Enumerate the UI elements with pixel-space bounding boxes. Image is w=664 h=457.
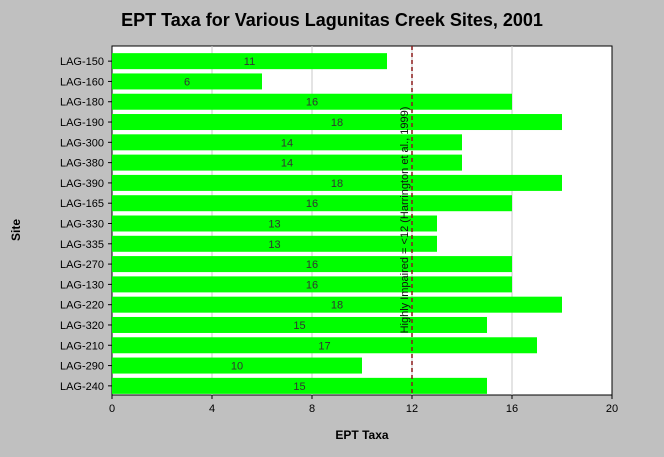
bar-value-label: 15 (293, 381, 305, 393)
bar-value-label: 13 (268, 219, 280, 231)
bar-value-label: 10 (231, 361, 243, 373)
y-axis-title: Site (9, 218, 23, 242)
y-tick-label: LAG-320 (60, 320, 104, 332)
bar-value-label: 18 (331, 117, 343, 129)
x-axis-title: EPT Taxa (335, 428, 389, 442)
y-tick-label: LAG-240 (60, 381, 104, 393)
bar-value-label: 18 (331, 178, 343, 190)
x-tick-label: 0 (109, 403, 115, 415)
bar-value-label: 11 (244, 56, 255, 68)
y-tick-label: LAG-330 (60, 219, 104, 231)
bar (112, 134, 462, 151)
y-tick-label: LAG-300 (60, 137, 104, 149)
bar-value-label: 14 (281, 158, 293, 170)
y-tick-label: LAG-165 (60, 198, 104, 210)
x-tick-label: 12 (406, 403, 418, 415)
bar (112, 174, 562, 191)
y-tick-label: LAG-130 (60, 279, 104, 291)
bar (112, 316, 487, 333)
bar-value-label: 16 (306, 259, 318, 271)
y-tick-label: LAG-270 (60, 259, 104, 271)
y-tick-label: LAG-220 (60, 300, 104, 312)
bar (112, 296, 562, 313)
y-tick-label: LAG-390 (60, 178, 104, 190)
y-tick-label: LAG-190 (60, 117, 104, 129)
y-tick-label: LAG-180 (60, 97, 104, 109)
bar-value-label: 16 (306, 279, 318, 291)
bar-value-label: 6 (184, 76, 190, 88)
bar (112, 114, 562, 131)
bar-value-label: 15 (293, 320, 305, 332)
reference-line-label: Highly Impaired = <12 (Harrington et al.… (399, 107, 411, 334)
x-tick-label: 20 (606, 403, 618, 415)
bar (112, 215, 437, 232)
bar-value-label: 17 (318, 340, 330, 352)
bar-value-label: 13 (268, 239, 280, 251)
y-tick-label: LAG-380 (60, 158, 104, 170)
x-tick-label: 16 (506, 403, 518, 415)
bar (112, 154, 462, 171)
bar (112, 256, 512, 273)
y-tick-label: LAG-160 (60, 76, 104, 88)
y-tick-label: LAG-210 (60, 340, 104, 352)
x-tick-label: 4 (209, 403, 215, 415)
bar (112, 235, 437, 252)
bar (112, 337, 537, 354)
bar (112, 53, 387, 70)
y-tick-label: LAG-150 (60, 56, 104, 68)
bar (112, 377, 487, 394)
x-tick-label: 8 (309, 403, 315, 415)
bar (112, 73, 262, 90)
bar-value-label: 16 (306, 198, 318, 210)
bar-value-label: 18 (331, 300, 343, 312)
y-tick-label: LAG-290 (60, 361, 104, 373)
bar-value-label: 14 (281, 137, 293, 149)
y-tick-label: LAG-335 (60, 239, 104, 251)
chart-title: EPT Taxa for Various Lagunitas Creek Sit… (121, 10, 543, 30)
bar (112, 357, 362, 374)
bar-value-label: 16 (306, 97, 318, 109)
